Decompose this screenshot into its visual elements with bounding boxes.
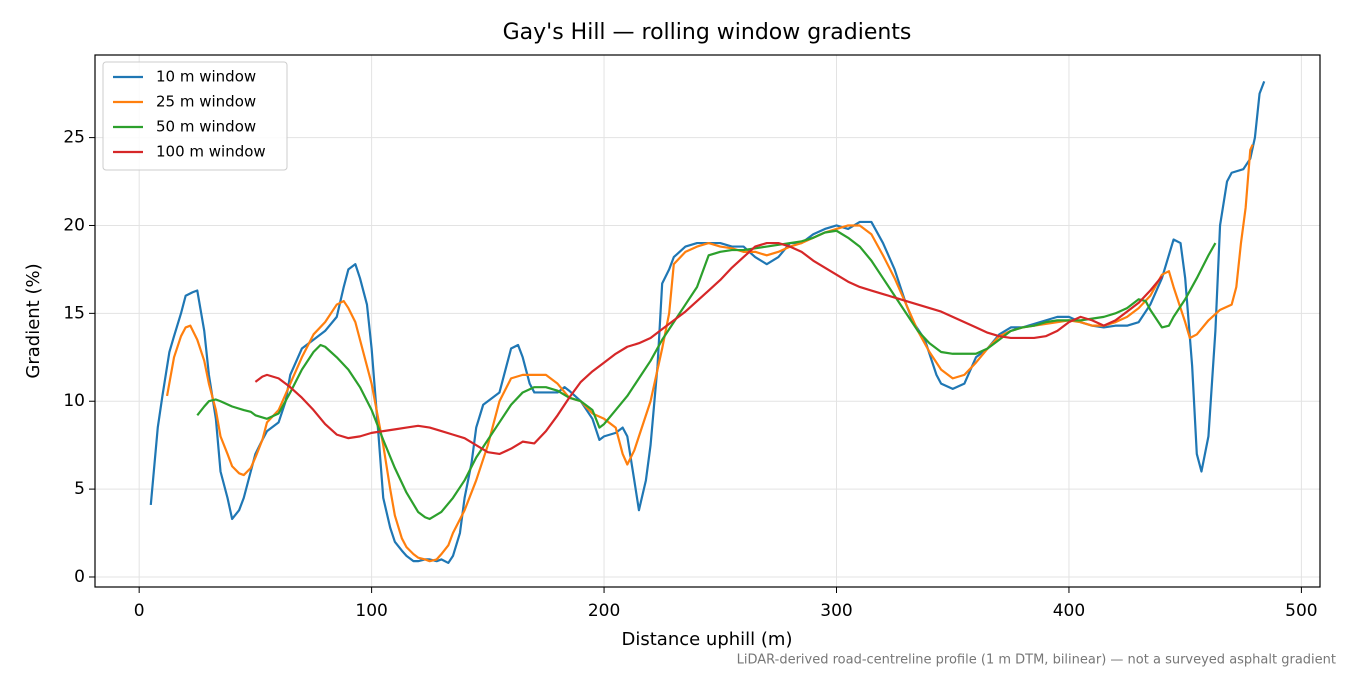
footnote: LiDAR-derived road-centreline profile (1… [737, 653, 1336, 668]
legend-label: 25 m window [156, 93, 256, 111]
series-line [165, 144, 1254, 563]
y-axis-label: Gradient (%) [23, 263, 44, 378]
y-tick-label: 15 [63, 303, 85, 323]
x-tick-label: 200 [588, 601, 620, 621]
legend-label: 50 m window [156, 118, 256, 136]
legend-label: 100 m window [156, 143, 266, 161]
y-tick-label: 10 [63, 391, 85, 411]
y-tick-label: 0 [74, 567, 85, 587]
y-tick-label: 20 [63, 215, 85, 235]
legend-box [102, 61, 288, 171]
legend-label: 10 m window [156, 68, 256, 86]
x-tick-label: 300 [820, 601, 852, 621]
x-axis-label: Distance uphill (m) [622, 629, 793, 650]
y-tick-label: 5 [74, 479, 85, 499]
legend: 10 m window 25 m window 50 m window 100 m w… [102, 61, 288, 171]
chart-title: Gay's Hill — rolling window gradients [503, 20, 912, 45]
x-tick-label: 0 [134, 601, 145, 621]
plot-frame [94, 54, 1321, 588]
series-line [196, 229, 1217, 521]
x-tick-label: 500 [1285, 601, 1317, 621]
series-line [254, 241, 1163, 456]
y-tick-label: 25 [63, 128, 85, 148]
x-tick-label: 400 [1053, 601, 1085, 621]
x-tick-label: 100 [355, 601, 387, 621]
